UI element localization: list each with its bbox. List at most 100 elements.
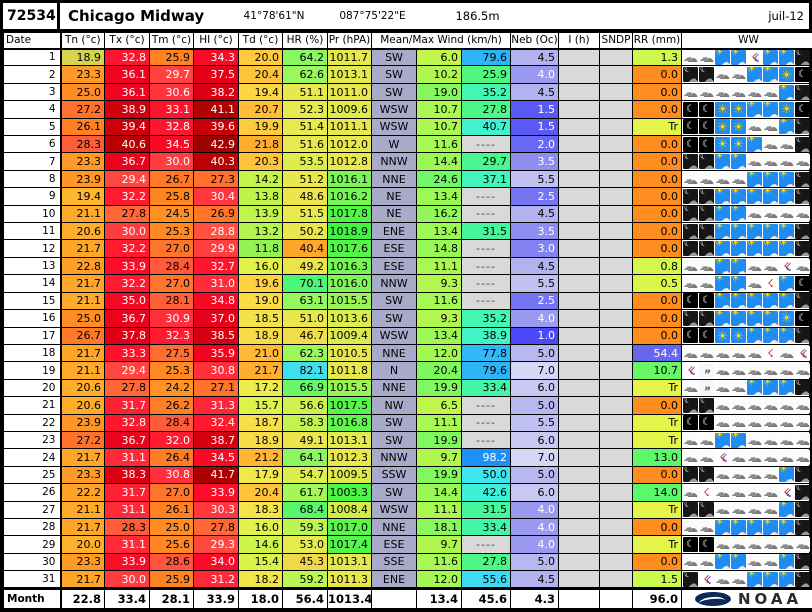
day-row: 5 26.1 39.4 32.8 39.6 19.9 51.4 1011.1 WSW 10.7 40…	[3, 117, 812, 137]
cell-td: 15.7	[238, 396, 283, 415]
cloud-icon: ☁	[747, 345, 762, 361]
cell-tn: 27.2	[60, 100, 105, 119]
cell-wind-max: 27.8	[461, 552, 511, 572]
cloud-icon: ☁	[779, 537, 794, 553]
cloud-icon: ☁	[763, 84, 778, 100]
cell-tn: 21.7	[60, 570, 105, 589]
partsun-icon: ☀ ☁	[763, 171, 778, 187]
col-header-ih: I (h)	[558, 32, 600, 50]
cell-sndp	[599, 117, 633, 137]
cell-insolation	[558, 517, 600, 537]
cell-insolation	[558, 187, 600, 206]
mooncloud-icon: ☾ ☁	[683, 502, 698, 518]
sun-icon: ☀	[715, 136, 730, 152]
cell-tn: 21.7	[60, 517, 105, 537]
weather-icons: ☁ ☁ ☁ ☁ ☁ ☇ ☁ ☇	[683, 345, 812, 361]
cell-tx: 27.8	[104, 204, 150, 224]
sun-icon: ☀	[715, 119, 730, 135]
cell-tx: 36.7	[104, 309, 150, 328]
cell-ww: ☾ ☾ ☁ ☁ ☁ ☁ ☁ ☁	[681, 413, 812, 432]
cell-tx: 36.1	[104, 82, 150, 102]
cell-insolation	[558, 169, 600, 189]
partsun-icon: ☀ ☁	[747, 293, 762, 309]
storm2-icon: ☇	[795, 345, 810, 361]
cell-hr: 51.6	[282, 135, 328, 154]
partsun-icon: ☀ ☁	[779, 380, 794, 396]
moon-icon: ☾	[683, 328, 698, 344]
cell-rr: 0.0	[632, 82, 682, 102]
partsun-icon: ☀ ☁	[763, 571, 778, 587]
cell-hr: 40.4	[282, 239, 328, 258]
cloud-icon: ☁	[683, 450, 698, 466]
cell-hr: 56.6	[282, 396, 328, 415]
cloud-icon: ☁	[683, 345, 698, 361]
cell-wind-dir: ENE	[371, 222, 417, 241]
cell-rr: 0.0	[632, 187, 682, 206]
cell-tx: 27.8	[104, 378, 150, 398]
cell-insolation	[558, 204, 600, 224]
cell-insolation	[558, 65, 600, 84]
cloud-icon: ☁	[731, 537, 746, 553]
cloud-icon: ☁	[779, 345, 794, 361]
cell-tm: 25.0	[149, 517, 194, 537]
col-header-tn: Tn (°c)	[60, 32, 105, 50]
cell-wind-max: ----	[461, 274, 511, 293]
cell-tx: 30.0	[104, 222, 150, 241]
partsun-icon: ☀ ☁	[731, 293, 746, 309]
cell-ww: ☁ ☁ ☁ ☁ ☁ ☇ ☁ ☇	[681, 343, 812, 363]
cell-sndp	[599, 309, 633, 328]
partsun-icon: ☀ ☁	[715, 554, 730, 570]
cell-wind-max: ----	[461, 135, 511, 154]
mooncloud-icon: ☾ ☁	[795, 328, 810, 344]
day-row: 26 22.2 31.7 27.0 33.9 20.4 61.7 1003.3 SW 14.4 42…	[3, 483, 812, 502]
cell-hi: 32.7	[193, 256, 239, 276]
sun-icon: ☀	[715, 101, 730, 117]
cell-sndp	[599, 274, 633, 293]
cell-hr: 51.2	[282, 169, 328, 189]
cell-tn: 22.2	[60, 483, 105, 502]
cell-wind-max: 42.6	[461, 483, 511, 502]
partsun-icon: ☀ ☁	[779, 188, 794, 204]
cell-tm: 27.5	[149, 343, 194, 363]
weather-icons: ☾ ☾ ☁ ☁ ☁ ☁ ☁ ☁	[683, 415, 812, 431]
cell-date: 31	[3, 570, 62, 589]
month-wind-mean: 13.4	[416, 587, 462, 609]
cell-sndp	[599, 378, 633, 398]
cell-wind-dir: ESE	[371, 535, 417, 554]
month-tn: 22.8	[60, 587, 105, 609]
cell-wind-mean: 9.3	[416, 274, 462, 293]
moon-icon: ☾	[699, 537, 714, 553]
cell-tn: 23.3	[60, 465, 105, 485]
mooncloud-icon: ☾ ☁	[795, 467, 810, 483]
partsun-icon: ☀ ☁	[763, 380, 778, 396]
cell-insolation	[558, 239, 600, 258]
cell-wind-dir: SW	[371, 82, 417, 102]
cell-wind-mean: 9.3	[416, 309, 462, 328]
cell-wind-max: 33.4	[461, 517, 511, 537]
cloud-icon: ☁	[699, 432, 714, 448]
partsun-icon: ☀ ☁	[747, 328, 762, 344]
cell-pr: 1016.8	[327, 413, 372, 432]
col-header-date: Date	[3, 32, 62, 50]
cell-tm: 28.6	[149, 552, 194, 572]
cell-tn: 20.6	[60, 378, 105, 398]
cell-pr: 1011.7	[327, 47, 372, 67]
day-row: 16 25.0 36.7 30.9 37.0 18.5 51.0 1013.6 SW 9.3 35.…	[3, 309, 812, 328]
mooncloud-icon: ☾ ☁	[795, 554, 810, 570]
partsun-icon: ☀ ☁	[747, 171, 762, 187]
cell-hr: 54.7	[282, 465, 328, 485]
cell-tx: 30.0	[104, 570, 150, 589]
month-wind-dir	[371, 587, 417, 609]
cell-pr: 1008.4	[327, 500, 372, 519]
cell-date: 28	[3, 517, 62, 537]
cloud-icon: ☁	[795, 206, 810, 222]
cell-hi: 27.1	[193, 378, 239, 398]
cell-wind-mean: 9.7	[416, 448, 462, 467]
cell-tm: 28.4	[149, 413, 194, 432]
cell-wind-dir: SW	[371, 65, 417, 84]
cell-insolation	[558, 100, 600, 119]
cell-hi: 31.2	[193, 570, 239, 589]
cell-tm: 25.3	[149, 361, 194, 380]
cell-rr: 1.5	[632, 570, 682, 589]
cell-td: 17.2	[238, 378, 283, 398]
